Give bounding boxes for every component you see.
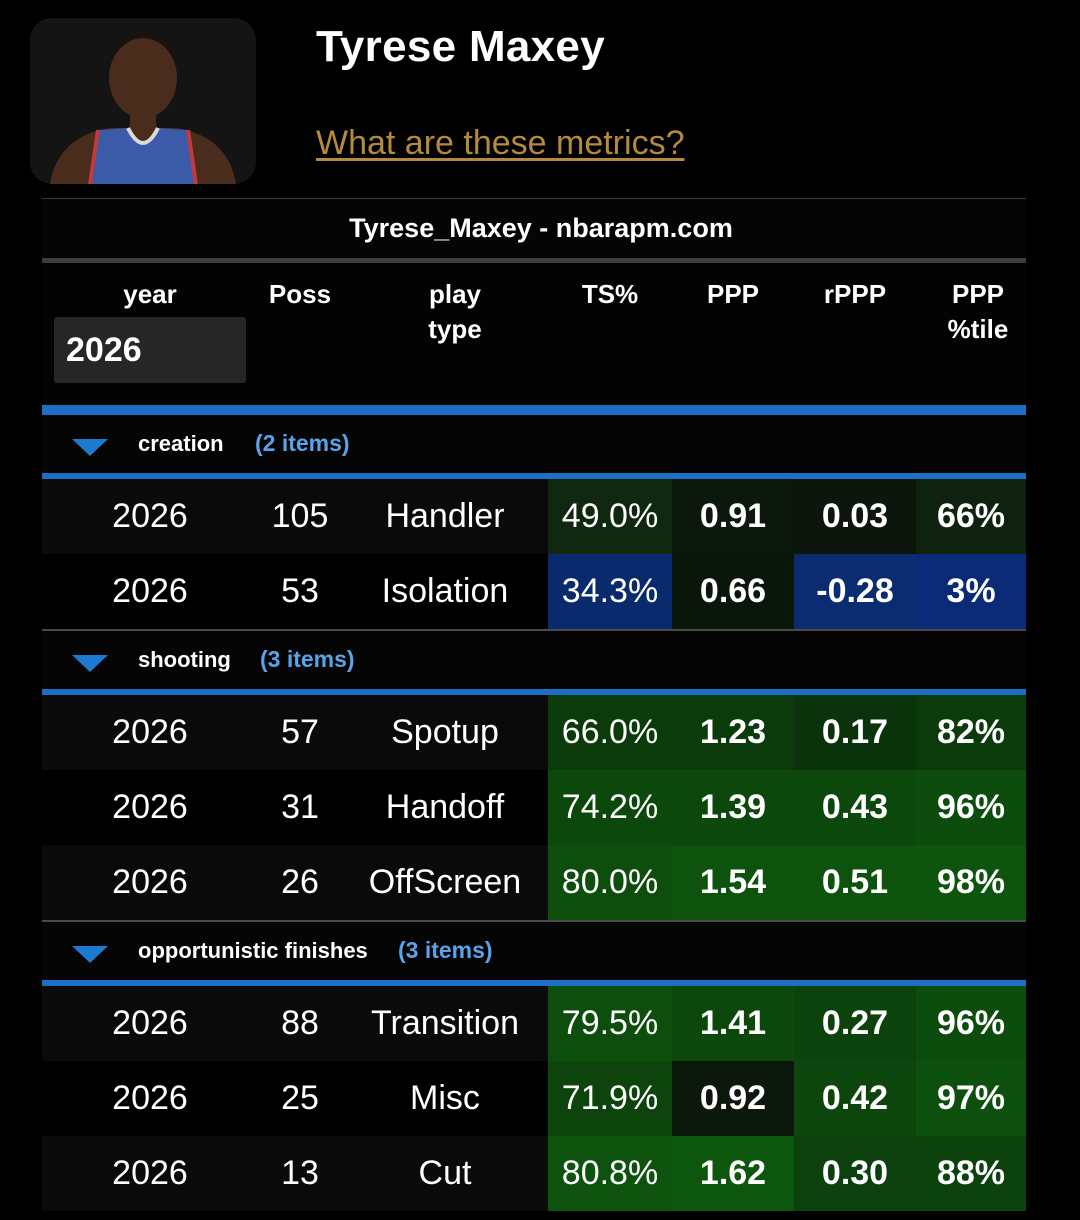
- cell-ppp-percentile: 66%: [916, 479, 1026, 554]
- cell-poss: 88: [281, 1004, 319, 1042]
- cell-year: 2026: [112, 1154, 188, 1192]
- cell-play-type: Spotup: [391, 713, 499, 751]
- group-divider: [42, 473, 1026, 479]
- cell-ppp: 1.41: [672, 986, 794, 1061]
- table-row[interactable]: 2026 53 Isolation 34.3% 0.66 -0.28 3%: [42, 554, 1026, 629]
- cell-ts: 80.8%: [548, 1136, 672, 1211]
- cell-ppp: 1.23: [672, 695, 794, 770]
- collapse-caret-icon[interactable]: [72, 655, 108, 672]
- cell-play-type: Isolation: [381, 572, 509, 610]
- cell-year: 2026: [112, 1079, 188, 1117]
- col-header-ppp-percentile[interactable]: PPP %tile: [947, 279, 1009, 344]
- header-accent-bar: [42, 405, 1026, 415]
- cell-ppp-percentile: 3%: [916, 554, 1026, 629]
- cell-ts: 74.2%: [548, 770, 672, 845]
- col-header-year[interactable]: year: [123, 279, 177, 309]
- table-title: Tyrese_Maxey - nbarapm.com: [42, 198, 1026, 258]
- cell-rppp: 0.17: [794, 695, 916, 770]
- cell-ppp: 0.91: [672, 479, 794, 554]
- cell-poss: 26: [281, 863, 319, 901]
- group-count: (3 items): [260, 646, 355, 672]
- cell-ppp: 0.66: [672, 554, 794, 629]
- cell-ts: 79.5%: [548, 986, 672, 1061]
- cell-rppp: 0.51: [794, 845, 916, 920]
- group-label: shooting: [138, 647, 231, 672]
- year-filter-input[interactable]: [54, 317, 246, 383]
- cell-rppp: 0.27: [794, 986, 916, 1061]
- cell-poss: 105: [271, 497, 329, 535]
- cell-year: 2026: [112, 497, 188, 535]
- group-label: creation: [138, 431, 224, 456]
- col-header-poss[interactable]: Poss: [268, 279, 332, 309]
- player-name: Tyrese Maxey: [316, 22, 605, 71]
- cell-rppp: -0.28: [794, 554, 916, 629]
- cell-poss: 13: [281, 1154, 319, 1192]
- cell-ppp-percentile: 96%: [916, 770, 1026, 845]
- cell-ppp: 0.92: [672, 1061, 794, 1136]
- cell-ts: 34.3%: [548, 554, 672, 629]
- cell-play-type: OffScreen: [368, 863, 522, 901]
- cell-ppp: 1.54: [672, 845, 794, 920]
- cell-ppp: 1.62: [672, 1136, 794, 1211]
- group-header-opportunistic-finishes[interactable]: opportunistic finishes (3 items): [42, 922, 1026, 980]
- group-divider: [42, 980, 1026, 986]
- group-end-divider: [42, 629, 1026, 631]
- group-label: opportunistic finishes: [138, 938, 368, 963]
- playtype-table: Tyrese_Maxey - nbarapm.com year Poss pla…: [42, 198, 1026, 1211]
- cell-year: 2026: [112, 788, 188, 826]
- group-end-divider: [42, 920, 1026, 922]
- cell-ts: 71.9%: [548, 1061, 672, 1136]
- group-count: (2 items): [255, 430, 350, 456]
- cell-play-type: Handoff: [385, 788, 505, 826]
- metrics-help-link[interactable]: What are these metrics?: [316, 124, 685, 162]
- table-row[interactable]: 2026 31 Handoff 74.2% 1.39 0.43 96%: [42, 770, 1026, 845]
- table-row[interactable]: 2026 13 Cut 80.8% 1.62 0.30 88%: [42, 1136, 1026, 1211]
- cell-play-type: Cut: [418, 1154, 472, 1192]
- cell-ppp-percentile: 82%: [916, 695, 1026, 770]
- cell-rppp: 0.42: [794, 1061, 916, 1136]
- player-headshot-image: [50, 32, 236, 184]
- table-row[interactable]: 2026 88 Transition 79.5% 1.41 0.27 96%: [42, 986, 1026, 1061]
- col-header-ppp[interactable]: PPP: [706, 279, 760, 309]
- group-count: (3 items): [398, 937, 493, 963]
- table-row[interactable]: 2026 25 Misc 71.9% 0.92 0.42 97%: [42, 1061, 1026, 1136]
- cell-poss: 53: [281, 572, 319, 610]
- group-divider: [42, 689, 1026, 695]
- cell-year: 2026: [112, 863, 188, 901]
- cell-rppp: 0.03: [794, 479, 916, 554]
- cell-play-type: Transition: [370, 1004, 520, 1042]
- cell-rppp: 0.43: [794, 770, 916, 845]
- cell-ppp-percentile: 96%: [916, 986, 1026, 1061]
- cell-ts: 66.0%: [548, 695, 672, 770]
- table-row[interactable]: 2026 57 Spotup 66.0% 1.23 0.17 82%: [42, 695, 1026, 770]
- cell-poss: 25: [281, 1079, 319, 1117]
- cell-poss: 31: [281, 788, 319, 826]
- cell-year: 2026: [112, 572, 188, 610]
- cell-year: 2026: [112, 1004, 188, 1042]
- cell-ppp-percentile: 98%: [916, 845, 1026, 920]
- cell-ts: 49.0%: [548, 479, 672, 554]
- collapse-caret-icon[interactable]: [72, 439, 108, 456]
- table-row[interactable]: 2026 105 Handler 49.0% 0.91 0.03 66%: [42, 479, 1026, 554]
- table-row[interactable]: 2026 26 OffScreen 80.0% 1.54 0.51 98%: [42, 845, 1026, 920]
- cell-ppp-percentile: 97%: [916, 1061, 1026, 1136]
- table-header: year Poss play type TS% PPP rPPP PPP %ti…: [42, 263, 1026, 405]
- cell-ppp-percentile: 88%: [916, 1136, 1026, 1211]
- col-header-rppp[interactable]: rPPP: [823, 279, 887, 309]
- cell-play-type: Misc: [410, 1079, 480, 1117]
- col-header-play-type[interactable]: play type: [428, 279, 482, 344]
- cell-play-type: Handler: [385, 497, 505, 535]
- col-header-ts[interactable]: TS%: [581, 279, 639, 309]
- group-header-creation[interactable]: creation (2 items): [42, 415, 1026, 473]
- collapse-caret-icon[interactable]: [72, 946, 108, 963]
- cell-ts: 80.0%: [548, 845, 672, 920]
- cell-rppp: 0.30: [794, 1136, 916, 1211]
- group-header-shooting[interactable]: shooting (3 items): [42, 631, 1026, 689]
- player-headshot: [30, 18, 256, 184]
- cell-year: 2026: [112, 713, 188, 751]
- cell-poss: 57: [281, 713, 319, 751]
- cell-ppp: 1.39: [672, 770, 794, 845]
- header-divider: [42, 258, 1026, 263]
